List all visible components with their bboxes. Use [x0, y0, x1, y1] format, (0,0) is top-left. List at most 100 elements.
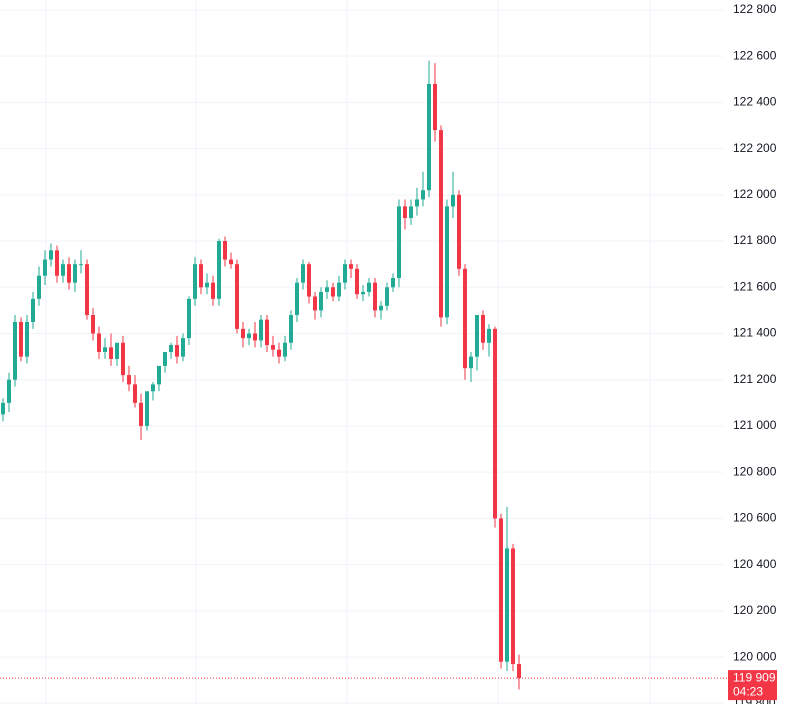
candle-body: [193, 264, 197, 299]
candle-body: [481, 315, 485, 343]
y-tick-label: 120 800: [733, 464, 777, 478]
candle-body: [301, 264, 305, 283]
candle-body: [199, 264, 203, 288]
candle-body: [175, 345, 179, 357]
candle-body: [13, 321, 17, 380]
candle-body: [181, 338, 185, 357]
candle-body: [373, 282, 377, 311]
candle-body: [307, 264, 311, 297]
candle-body: [277, 349, 281, 357]
last-price-box: [728, 670, 777, 701]
candle-body: [223, 241, 227, 260]
candle-body: [229, 259, 233, 265]
candle-body: [427, 83, 431, 191]
candle-body: [469, 356, 473, 369]
candle-body: [511, 548, 515, 665]
candle-body: [157, 365, 161, 385]
candle-body: [139, 402, 143, 426]
candle-body: [445, 206, 449, 318]
candle-body: [271, 345, 275, 350]
candle-body: [61, 264, 65, 276]
candle-body: [37, 275, 41, 299]
candle-body: [97, 333, 101, 352]
candle-body: [133, 384, 137, 403]
candle-body: [7, 379, 11, 403]
y-tick-label: 120 400: [733, 557, 777, 571]
candle-body: [487, 328, 491, 343]
candle-body: [247, 333, 251, 339]
candle-body: [433, 83, 437, 131]
candle-body: [1, 402, 5, 415]
candle-body: [421, 190, 425, 200]
candle-body: [493, 328, 497, 519]
candle-body: [409, 206, 413, 218]
candle-body: [91, 315, 95, 334]
y-tick-label: 122 000: [733, 187, 777, 201]
candle-body: [163, 352, 167, 366]
candle-body: [355, 268, 359, 295]
y-tick-label: 120 000: [733, 649, 777, 663]
candle-body: [79, 264, 83, 266]
candle-body: [415, 199, 419, 207]
candle-body: [49, 250, 53, 260]
candle-body: [103, 347, 107, 352]
candle-body: [217, 241, 221, 299]
candle-body: [499, 518, 503, 662]
candle-body: [385, 287, 389, 306]
y-tick-label: 121 400: [733, 326, 777, 340]
candle-body: [505, 548, 509, 662]
time-grid: [45, 0, 651, 704]
y-tick-label: 122 200: [733, 141, 777, 155]
candle-body: [463, 268, 467, 369]
candle-body: [31, 298, 35, 322]
candle-body: [361, 291, 365, 295]
candle-body: [403, 206, 407, 218]
candle-body: [331, 287, 335, 297]
candle-body: [289, 315, 293, 343]
candle-body: [325, 287, 329, 292]
candle-body: [319, 291, 323, 311]
candle-body: [115, 342, 119, 359]
y-tick-label: 121 200: [733, 372, 777, 386]
candle-body: [121, 342, 125, 376]
candle-body: [235, 264, 239, 329]
candle-body: [85, 264, 89, 316]
y-tick-label: 121 800: [733, 233, 777, 247]
candle-body: [451, 194, 455, 207]
candle-body: [211, 282, 215, 299]
candle-body: [283, 342, 287, 357]
candle-body: [379, 305, 383, 311]
candle-body: [343, 264, 347, 283]
y-tick-label: 121 000: [733, 418, 777, 432]
y-tick-label: 122 800: [733, 2, 777, 16]
candle-body: [43, 259, 47, 276]
candle-body: [205, 282, 209, 288]
candle-body: [313, 296, 317, 311]
candle-body: [475, 315, 479, 357]
candle-body: [187, 298, 191, 339]
candle-body: [55, 250, 59, 276]
y-tick-label: 122 600: [733, 48, 777, 62]
candle-body: [145, 391, 149, 426]
candle-body: [259, 319, 263, 341]
candle-body: [265, 319, 269, 346]
candle-body: [337, 282, 341, 297]
candle-body: [127, 375, 131, 385]
candle-body: [391, 278, 395, 288]
candle-body: [73, 264, 77, 283]
y-tick-label: 120 600: [733, 511, 777, 525]
y-tick-label: 122 400: [733, 95, 777, 109]
candle-body: [457, 194, 461, 269]
candle-body: [241, 328, 245, 339]
candle-body: [367, 282, 371, 292]
candle-body: [397, 206, 401, 279]
countdown-label: 04:23: [733, 684, 763, 698]
candle-body: [169, 345, 173, 352]
candle-body: [253, 333, 257, 341]
candle-body: [25, 321, 29, 357]
last-price-label: 119 909: [733, 670, 776, 684]
candle-body: [19, 321, 23, 357]
candle-body: [517, 664, 521, 679]
